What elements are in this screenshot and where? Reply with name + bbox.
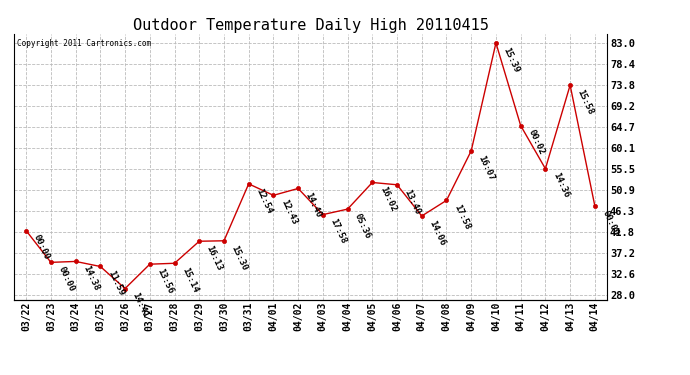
Text: 17:58: 17:58 <box>452 203 471 231</box>
Text: 15:39: 15:39 <box>502 46 521 74</box>
Title: Outdoor Temperature Daily High 20110415: Outdoor Temperature Daily High 20110415 <box>132 18 489 33</box>
Text: 14:06: 14:06 <box>427 219 447 247</box>
Text: 15:30: 15:30 <box>230 243 249 272</box>
Text: 00:00: 00:00 <box>600 209 620 237</box>
Text: 14:38: 14:38 <box>81 264 101 292</box>
Text: 16:02: 16:02 <box>378 185 397 213</box>
Text: 11:59: 11:59 <box>106 269 126 297</box>
Text: 00:00: 00:00 <box>32 234 51 262</box>
Text: Copyright 2011 Cartronics.com: Copyright 2011 Cartronics.com <box>17 39 151 48</box>
Text: 00:02: 00:02 <box>526 128 546 156</box>
Text: 14:41: 14:41 <box>130 291 150 320</box>
Text: 14:36: 14:36 <box>551 171 571 200</box>
Text: 14:40: 14:40 <box>304 191 323 219</box>
Text: 12:54: 12:54 <box>254 187 274 215</box>
Text: 16:07: 16:07 <box>477 154 496 182</box>
Text: 15:14: 15:14 <box>180 266 199 294</box>
Text: 13:56: 13:56 <box>155 267 175 295</box>
Text: 00:00: 00:00 <box>57 265 76 293</box>
Text: 17:58: 17:58 <box>328 217 348 246</box>
Text: 13:40: 13:40 <box>402 188 422 216</box>
Text: 16:13: 16:13 <box>205 244 224 272</box>
Text: 05:36: 05:36 <box>353 212 373 240</box>
Text: 12:43: 12:43 <box>279 198 299 226</box>
Text: 15:58: 15:58 <box>575 88 595 116</box>
